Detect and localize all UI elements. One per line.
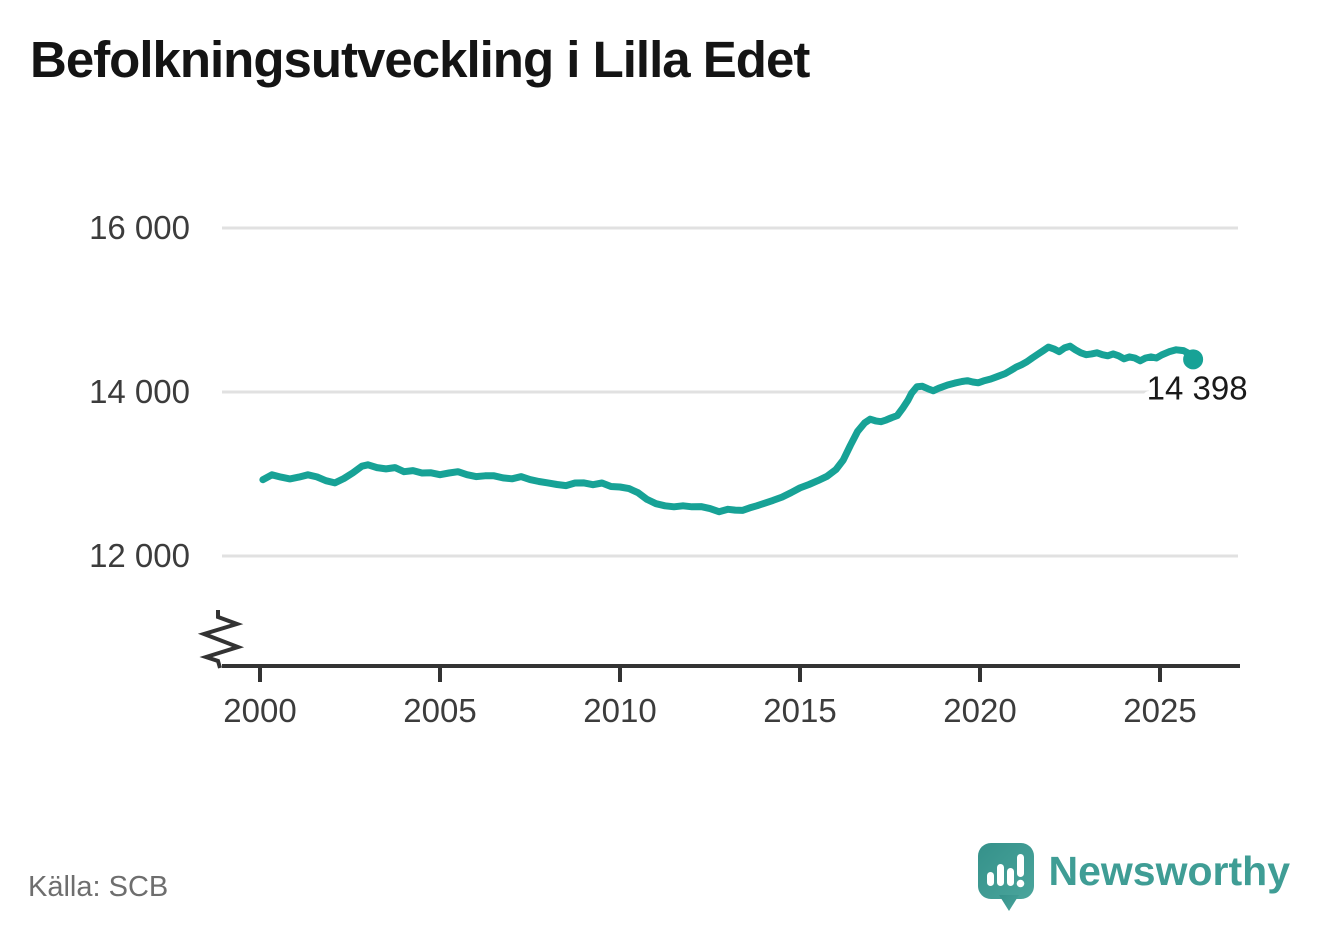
logo-exclamation-bar (1016, 854, 1024, 877)
axis-ticks: 16 000 14 000 12 000 2000 2005 2010 2015 2020 20… (89, 209, 1197, 729)
logo-bar-medium (1006, 868, 1014, 886)
newsworthy-branding: Newsworthy (977, 843, 1291, 915)
source-note: Källa: SCB (28, 871, 169, 903)
population-line (259, 342, 1197, 516)
x-tick-label: 2025 (1123, 692, 1196, 729)
newsworthy-wordmark: Newsworthy (1048, 848, 1291, 894)
axis-break-icon (197, 610, 245, 669)
x-tick-label: 2015 (763, 692, 836, 729)
data-series (259, 342, 1204, 516)
y-tick-label: 12 000 (89, 537, 190, 574)
logo-bar-small (986, 872, 994, 886)
logo-bar-tall (996, 864, 1004, 886)
logo-exclamation-dot (1016, 879, 1024, 888)
gridlines (222, 226, 1238, 558)
y-tick-label: 16 000 (89, 209, 190, 246)
end-value-label: 14 398 (1147, 369, 1248, 406)
x-tick-label: 2010 (583, 692, 656, 729)
x-tick-label: 2020 (943, 692, 1016, 729)
series-end-dot (1183, 349, 1204, 370)
x-tick-label: 2000 (223, 692, 296, 729)
y-tick-label: 14 000 (89, 373, 190, 410)
logo-bubble-tail (998, 895, 1019, 911)
chart-title: Befolkningsutveckling i Lilla Edet (30, 31, 810, 88)
newsworthy-logo-icon (977, 843, 1034, 911)
logo-bubble (977, 843, 1034, 899)
annotations: 14 398 (1141, 363, 1254, 412)
x-tick-label: 2005 (403, 692, 476, 729)
